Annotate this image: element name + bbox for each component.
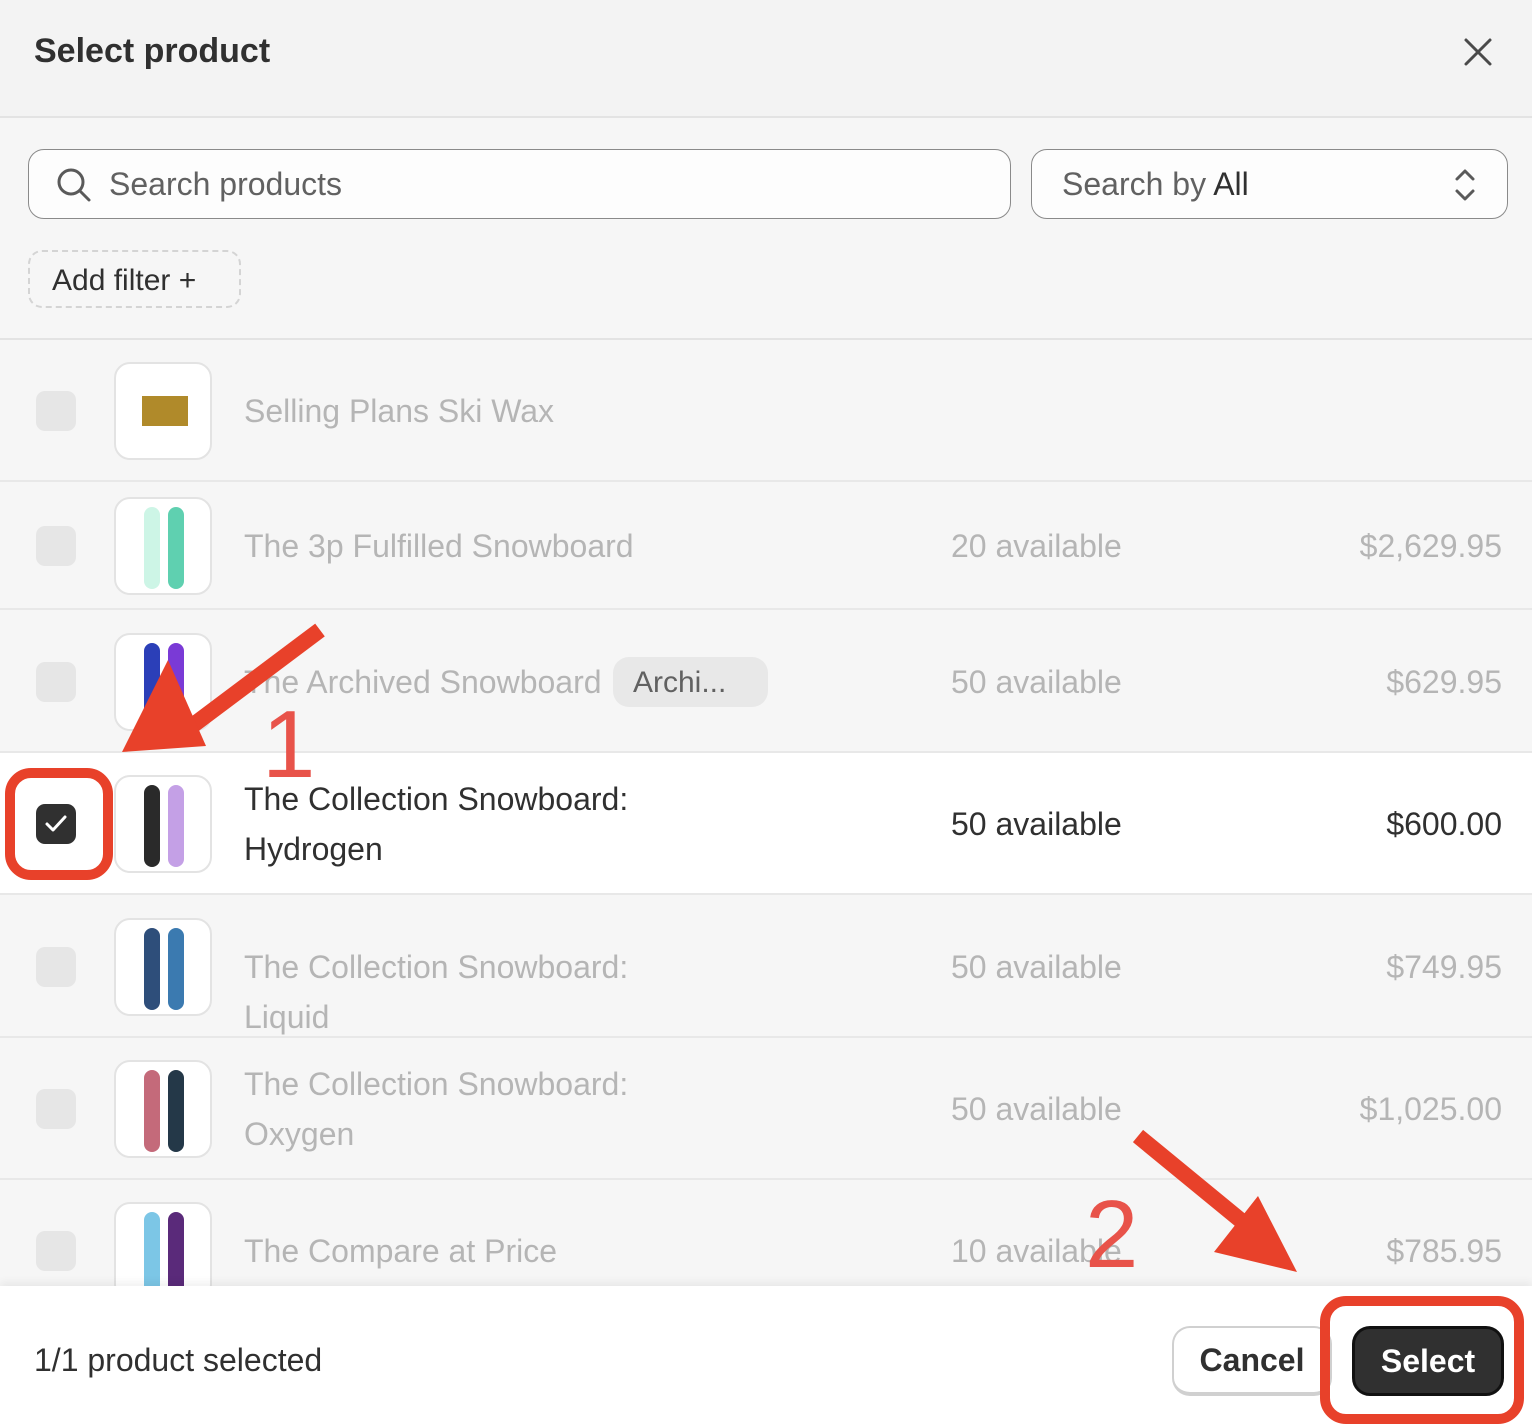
- search-icon: [57, 168, 91, 202]
- snowboard-image: [168, 1212, 184, 1286]
- snowboard-image: [144, 1212, 160, 1286]
- product-row[interactable]: The 3p Fulfilled Snowboard 20 available $2…: [0, 482, 1532, 610]
- product-name: The 3p Fulfilled Snowboard: [244, 528, 634, 564]
- product-availability: 50 available: [951, 1091, 1122, 1127]
- product-price: $600.00: [1386, 806, 1502, 842]
- product-thumbnail: [114, 775, 212, 873]
- product-thumbnail: [114, 362, 212, 460]
- product-name: The Collection Snowboard: Hydrogen: [244, 781, 629, 867]
- add-filter-button[interactable]: Add filter +: [28, 250, 241, 308]
- product-thumbnail: [114, 497, 212, 595]
- product-name: The Collection Snowboard: Oxygen: [244, 1066, 629, 1152]
- search-toolbar: Search by All Add filter +: [0, 118, 1532, 340]
- search-input[interactable]: [109, 162, 989, 206]
- product-checkbox[interactable]: [36, 1089, 76, 1129]
- product-thumbnail: [114, 1202, 212, 1286]
- search-by-label: Search by: [1062, 166, 1207, 202]
- product-thumbnail: [114, 632, 212, 731]
- snowboard-image: [144, 1070, 160, 1152]
- product-availability: 10 available: [951, 1233, 1122, 1269]
- search-field[interactable]: [28, 149, 1011, 219]
- product-checkbox[interactable]: [36, 1231, 76, 1271]
- product-thumbnail: [114, 917, 212, 1016]
- snowboard-image: [144, 785, 160, 867]
- product-row[interactable]: The Collection Snowboard: Oxygen 50 avail…: [0, 1038, 1532, 1180]
- product-checkbox[interactable]: [36, 661, 76, 702]
- product-row[interactable]: Selling Plans Ski Wax: [0, 340, 1532, 482]
- product-price: $1,025.00: [1359, 1091, 1502, 1127]
- status-badge: Archi...: [613, 656, 768, 707]
- annotation-box-checkbox: [5, 768, 113, 880]
- search-by-select[interactable]: Search by All: [1031, 149, 1508, 219]
- product-availability: 20 available: [951, 528, 1122, 564]
- select-button[interactable]: Select: [1352, 1326, 1504, 1396]
- product-name: The Compare at Price Snowboard: [244, 1233, 558, 1286]
- annotation-step-2: 2: [1085, 1181, 1139, 1288]
- product-availability: 50 available: [951, 948, 1122, 985]
- close-icon[interactable]: [1458, 32, 1498, 72]
- product-price: $629.95: [1386, 663, 1502, 700]
- snowboard-image: [168, 1070, 184, 1152]
- product-row[interactable]: The Collection Snowboard: Liquid 50 avail…: [0, 895, 1532, 1038]
- dialog-title: Select product: [34, 32, 271, 70]
- snowboard-image: [168, 785, 184, 867]
- product-checkbox[interactable]: [36, 946, 76, 987]
- product-thumbnail: [114, 1060, 212, 1158]
- product-name: The Collection Snowboard: Liquid: [244, 948, 629, 1035]
- product-row[interactable]: The Collection Snowboard: Hydrogen 50 ava…: [0, 753, 1532, 895]
- checkmark-icon: [45, 815, 67, 832]
- product-row[interactable]: The Archived Snowboard Archi... 50 availab…: [0, 610, 1532, 753]
- product-list: Selling Plans Ski Wax The 3p Fulfilled Sn…: [0, 340, 1532, 1286]
- product-name: Selling Plans Ski Wax: [244, 393, 555, 429]
- annotation-step-1: 1: [262, 691, 316, 798]
- snowboard-image: [144, 642, 160, 725]
- cancel-button[interactable]: Cancel: [1172, 1326, 1332, 1396]
- annotation-box-select: [1320, 1296, 1524, 1424]
- product-price: $749.95: [1386, 948, 1502, 985]
- product-price: $2,629.95: [1359, 528, 1502, 564]
- product-checkbox[interactable]: [36, 526, 76, 566]
- product-checkbox[interactable]: [36, 391, 76, 431]
- product-row[interactable]: The Compare at Price Snowboard 10 availab…: [0, 1180, 1532, 1286]
- chevron-up-down-icon: [1455, 169, 1475, 201]
- selection-count: 1/1 product selected: [34, 1342, 323, 1378]
- snowboard-image: [168, 507, 184, 589]
- snowboard-image: [144, 507, 160, 589]
- product-checkbox[interactable]: [36, 804, 76, 844]
- snowboard-image: [144, 927, 160, 1010]
- snowboard-image: [168, 642, 184, 725]
- dialog-header: Select product: [0, 0, 1532, 118]
- search-by-value: All: [1213, 166, 1249, 202]
- dialog-footer: 1/1 product selected Cancel Select: [0, 1286, 1532, 1428]
- product-availability: 50 available: [951, 663, 1122, 700]
- product-availability: 50 available: [951, 806, 1122, 842]
- product-price: $785.95: [1386, 1233, 1502, 1269]
- snowboard-image: [168, 927, 184, 1010]
- ski-wax-image: [142, 396, 188, 426]
